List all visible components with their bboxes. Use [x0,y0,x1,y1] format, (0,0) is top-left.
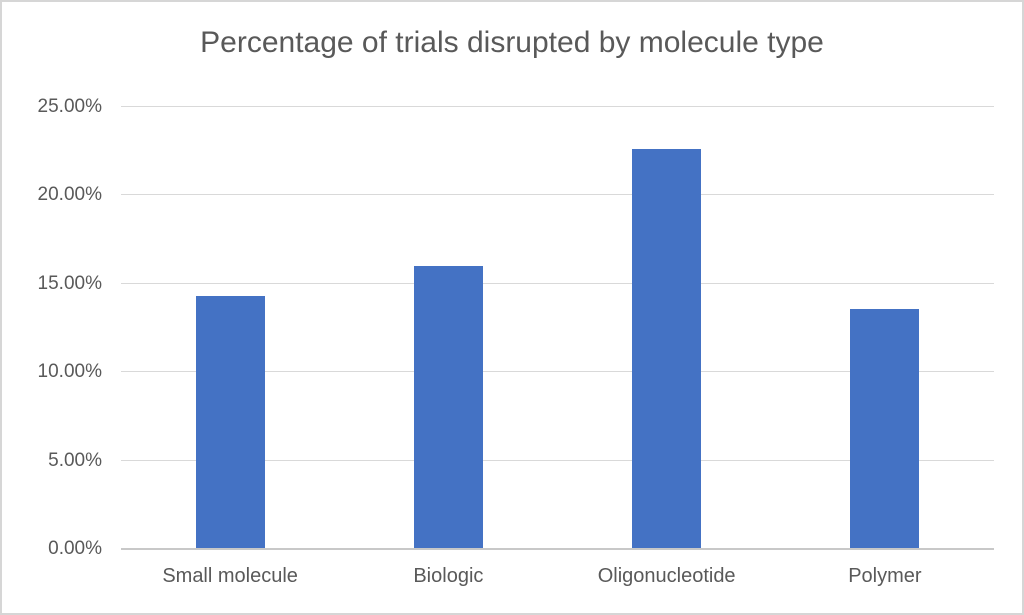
x-axis: Small molecule Biologic Oligonucleotide Pol… [121,565,994,588]
y-axis-tick-label: 15.00% [37,272,102,294]
bar-oligonucleotide [632,148,702,549]
y-axis-tick-label: 5.00% [48,449,102,471]
bar-biologic [413,266,483,549]
bar-slot [121,107,339,549]
x-axis-category-label: Biologic [413,565,484,587]
plot-area [121,106,994,550]
bar-slot [339,107,557,549]
gridline [121,371,994,373]
gridline [121,282,994,284]
x-axis-line [121,548,994,550]
x-axis-category-label: Polymer [848,565,922,587]
bar-small-molecule [195,296,265,549]
bar-slot [776,107,994,549]
y-axis-tick-label: 20.00% [37,184,102,206]
chart-title: Percentage of trials disrupted by molecu… [200,26,824,59]
x-axis-category-label: Small molecule [162,565,298,587]
bar-slot [558,107,776,549]
gridline [121,459,994,461]
y-axis-tick-label: 10.00% [37,361,102,383]
x-axis-category-label: Oligonucleotide [597,565,736,587]
gridline [121,106,994,107]
y-axis-tick-label: 0.00% [48,538,102,559]
bar-series [121,107,994,549]
y-axis: 0.00% 5.00% 10.00% 15.00% 20.00% 25.00% [2,96,102,559]
y-axis-tick-label: 25.00% [37,96,102,117]
bar-polymer [850,308,920,549]
gridline [121,194,994,196]
